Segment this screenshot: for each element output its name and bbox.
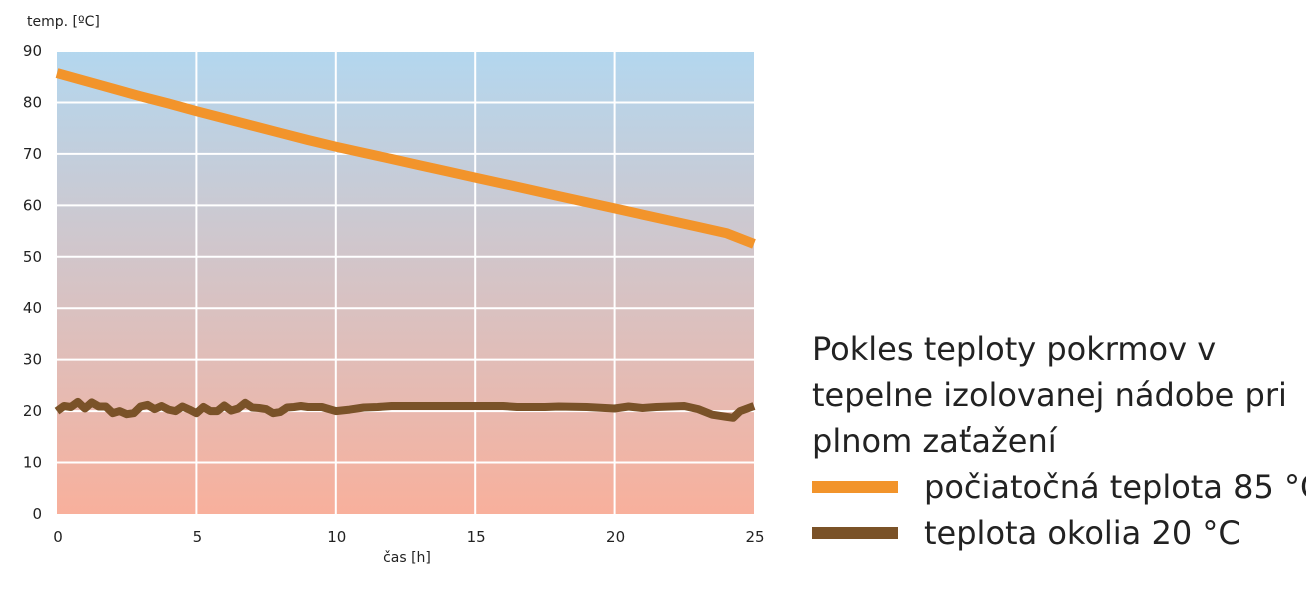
legend-label: počiatočná teplota 85 °C (924, 468, 1306, 506)
y-axis-title: temp. [ºC] (27, 14, 100, 30)
legend-swatch-orange (812, 481, 898, 493)
series-line-initial-temp (55, 68, 756, 249)
legend: Pokles teploty pokrmov v tepelne izolova… (812, 326, 1306, 556)
x-tick-label: 5 (193, 528, 203, 546)
x-tick-label: 15 (467, 528, 486, 546)
y-tick-label: 50 (23, 248, 42, 266)
y-tick-label: 40 (23, 299, 42, 317)
y-axis: 0 10 20 30 40 50 60 70 80 90 (23, 42, 42, 523)
y-tick-label: 70 (23, 145, 42, 163)
x-axis-title: čas [h] (383, 550, 431, 566)
plot-background (57, 51, 754, 514)
x-tick-label: 20 (606, 528, 625, 546)
series-layer (54, 68, 756, 422)
y-tick-label: 60 (23, 196, 42, 214)
chart-title: Pokles teploty pokrmov v tepelne izolova… (812, 330, 1287, 460)
y-tick-label: 10 (23, 454, 42, 472)
x-tick-label: 0 (53, 528, 63, 546)
y-tick-label: 90 (23, 42, 42, 60)
legend-item-ambient-temp: teplota okolia 20 °C (812, 510, 1302, 556)
legend-label: teplota okolia 20 °C (924, 514, 1241, 552)
x-tick-label: 25 (745, 528, 764, 546)
legend-item-initial-temp: počiatočná teplota 85 °C (812, 464, 1306, 510)
y-tick-label: 80 (23, 93, 42, 111)
y-tick-label: 0 (32, 505, 42, 523)
x-tick-label: 10 (327, 528, 346, 546)
legend-swatch-brown (812, 527, 898, 539)
series-line-ambient-temp (54, 397, 756, 422)
x-axis: 0 5 10 15 20 25 (53, 528, 764, 546)
y-tick-label: 30 (23, 351, 42, 369)
y-tick-label: 20 (23, 402, 42, 420)
